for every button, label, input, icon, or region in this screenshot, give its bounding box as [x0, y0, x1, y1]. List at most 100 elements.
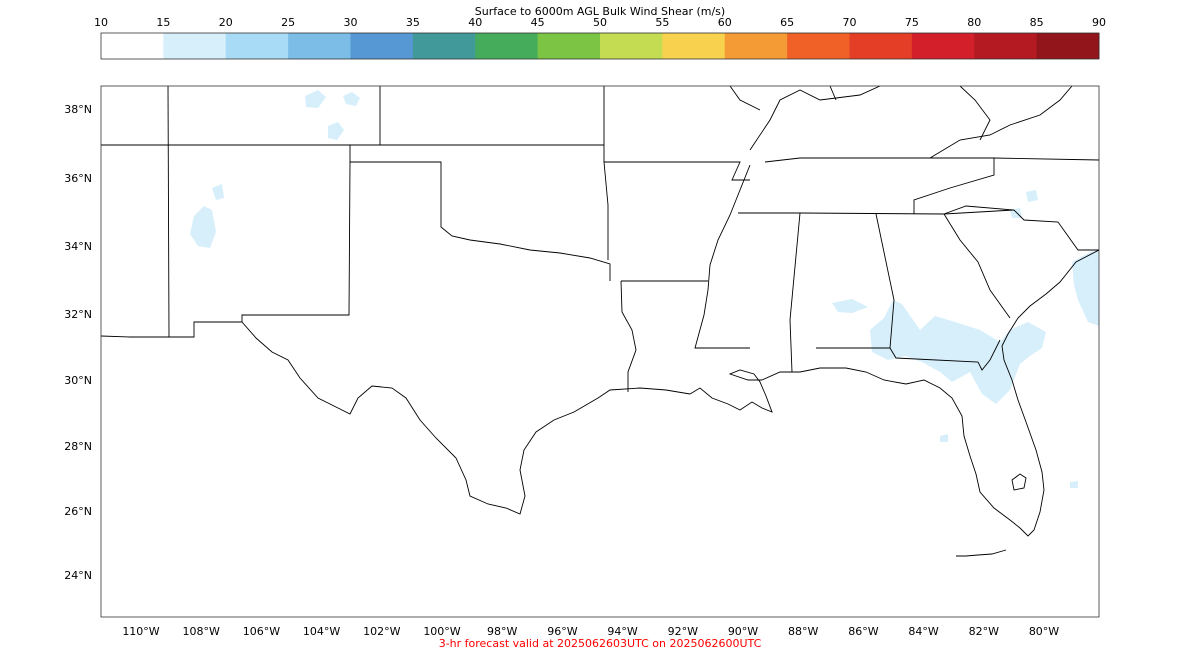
latitude-label: 38°N	[64, 103, 92, 116]
longitude-labels: 110°W 108°W 106°W 104°W 102°W 100°W 98°W 96°W 94…	[122, 625, 1059, 638]
longitude-label: 80°W	[1029, 625, 1059, 638]
latitude-label: 24°N	[64, 569, 92, 582]
coast-texas	[241, 321, 691, 515]
colorbar-swatch	[537, 33, 601, 59]
longitude-label: 84°W	[908, 625, 938, 638]
colorbar-tick-label: 55	[655, 16, 669, 29]
colorbar-swatch	[724, 33, 788, 59]
colorbar-tick-label: 35	[406, 16, 420, 29]
colorbar-tick-label: 25	[281, 16, 295, 29]
colorbar-swatch	[288, 33, 352, 59]
border-ga-sc	[943, 213, 1011, 319]
colorbar-tick-label: 85	[1030, 16, 1044, 29]
longitude-label: 94°W	[607, 625, 637, 638]
shear-area-alabama	[832, 299, 868, 313]
colorbar-swatch	[350, 33, 414, 59]
longitude-label: 92°W	[668, 625, 698, 638]
shear-shading-15-20	[190, 90, 1099, 488]
shear-area-atlantic	[1070, 481, 1078, 488]
shear-area-florida-keys	[940, 434, 948, 442]
border-nc-va	[913, 158, 995, 214]
longitude-label: 100°W	[423, 625, 460, 638]
colorbar-tick-label: 40	[468, 16, 482, 29]
border-ky-wv	[959, 86, 991, 141]
coast-florida-keys	[956, 549, 1007, 557]
border-il-in	[729, 86, 761, 111]
latitude-label: 36°N	[64, 172, 92, 185]
colorbar-tick-label: 10	[94, 16, 108, 29]
border-in-oh	[829, 86, 837, 101]
colorbar-swatch	[412, 33, 476, 59]
border-nm-tx	[349, 145, 611, 281]
shear-area-carolina-coast	[1072, 250, 1099, 326]
colorbar-swatch	[849, 33, 913, 59]
longitude-label: 108°W	[183, 625, 220, 638]
border-al-ga	[875, 213, 1001, 371]
colorbar-swatch	[787, 33, 851, 59]
map-panel	[100, 85, 1100, 618]
colorbar-swatch	[475, 33, 539, 59]
latitude-label: 28°N	[64, 440, 92, 453]
colorbar-tick-label: 45	[531, 16, 545, 29]
longitude-label: 110°W	[122, 625, 159, 638]
colorbar-swatch	[225, 33, 289, 59]
coastlines	[241, 249, 1099, 557]
longitude-label: 96°W	[547, 625, 577, 638]
map-content	[101, 86, 1099, 557]
longitude-label: 86°W	[848, 625, 878, 638]
colorbar-frame	[100, 32, 1100, 60]
shear-area-new-mexico	[190, 206, 216, 248]
shear-area-new-mexico-north	[212, 184, 224, 200]
latitude-label: 34°N	[64, 240, 92, 253]
longitude-label: 82°W	[969, 625, 999, 638]
shear-area-virginia	[1026, 190, 1038, 202]
colorbar-tick-labels: 10 15 20 25 30 35 40 45 50 55 60 65 70 75 80 85 90	[94, 16, 1106, 29]
coast-florida-panhandle	[905, 249, 1099, 537]
colorbar-swatch	[662, 33, 726, 59]
coast-mississippi-alabama	[761, 367, 907, 385]
longitude-label: 88°W	[788, 625, 818, 638]
border-mo-ar	[604, 161, 750, 181]
colorbar-tick-label: 60	[718, 16, 732, 29]
colorbar-swatch	[101, 33, 164, 59]
colorbar-swatch	[911, 33, 975, 59]
colorbar-tick-label: 65	[780, 16, 794, 29]
forecast-valid-text: 3-hr forecast valid at 2025062603UTC on …	[439, 637, 762, 650]
longitude-label: 102°W	[363, 625, 400, 638]
latitude-label: 26°N	[64, 505, 92, 518]
colorbar-swatch	[163, 33, 227, 59]
border-tx-la-river	[620, 280, 637, 392]
border-ok-ar	[603, 161, 609, 260]
longitude-label: 106°W	[243, 625, 280, 638]
colorbar-tick-label: 15	[156, 16, 170, 29]
shear-area-colorado-south	[328, 122, 344, 140]
colorbar-tick-label: 20	[219, 16, 233, 29]
colorbar-swatch	[974, 33, 1038, 59]
shear-area-colorado-east	[343, 92, 360, 106]
coast-lake-okeechobee	[1011, 473, 1027, 491]
border-tn-ky	[764, 157, 1099, 163]
map-frame	[100, 85, 1100, 618]
colorbar-swatch	[600, 33, 663, 59]
shear-area-georgia-florida	[870, 300, 1046, 404]
colorbar-tick-label: 90	[1092, 16, 1106, 29]
coast-louisiana	[689, 369, 773, 413]
border-ms-al	[789, 212, 801, 373]
border-ky-oh	[749, 86, 881, 151]
colorbar-swatches	[101, 33, 1100, 59]
colorbar-tick-label: 75	[905, 16, 919, 29]
colorbar-tick-label: 50	[593, 16, 607, 29]
border-tn-south	[738, 209, 1015, 215]
colorbar-tick-label: 70	[843, 16, 857, 29]
colorbar-tick-label: 80	[967, 16, 981, 29]
latitude-label: 32°N	[64, 308, 92, 321]
border-nc-sc	[943, 205, 1099, 251]
longitude-label: 98°W	[487, 625, 517, 638]
longitude-label: 104°W	[303, 625, 340, 638]
colorbar-title: Surface to 6000m AGL Bulk Wind Shear (m/…	[475, 5, 725, 18]
state-borders	[101, 86, 1099, 392]
longitude-label: 90°W	[728, 625, 758, 638]
colorbar-swatch	[1036, 33, 1100, 59]
border-nm-tx-west	[101, 161, 351, 338]
